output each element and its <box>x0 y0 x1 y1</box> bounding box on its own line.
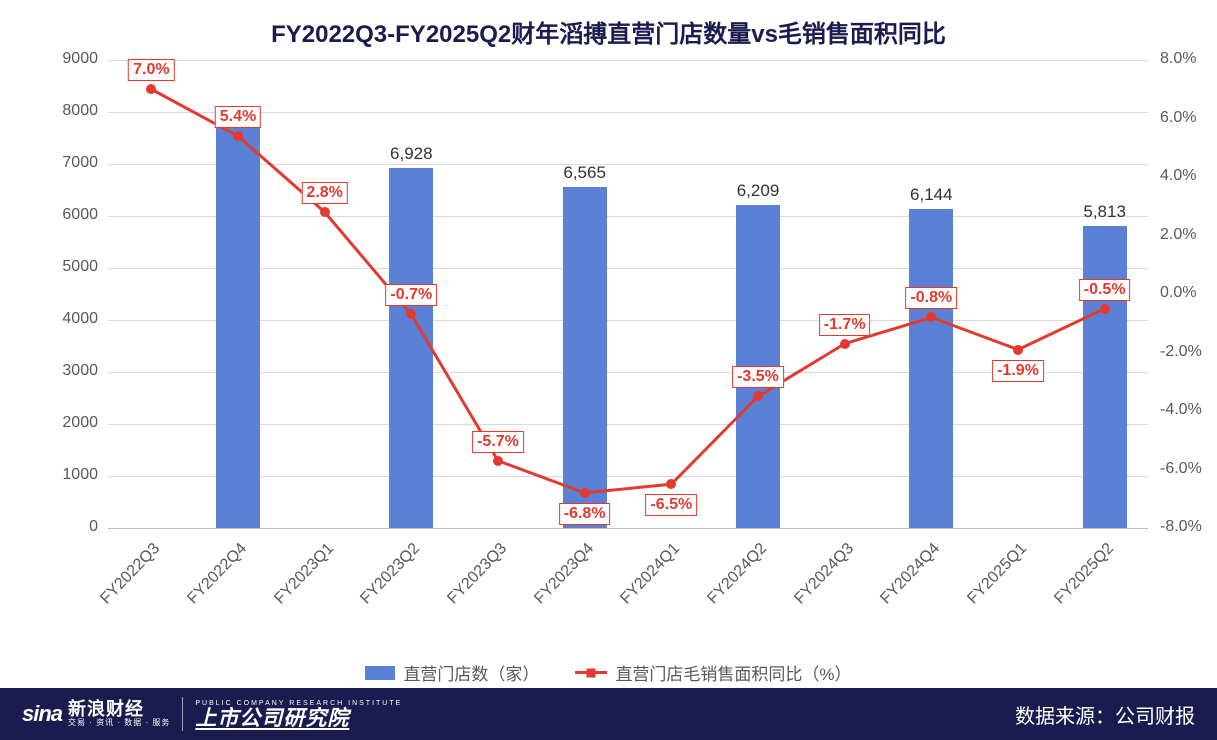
bar-value-label: 5,813 <box>1083 202 1126 222</box>
chart-title: FY2022Q3-FY2025Q2财年滔搏直营门店数量vs毛销售面积同比 <box>0 14 1217 49</box>
y-right-tick-label: -8.0% <box>1160 518 1202 536</box>
sina-logo: sina 新浪财经 交易 · 资讯 · 数据 · 服务 <box>22 700 170 727</box>
x-tick-label: FY2023Q1 <box>271 540 338 608</box>
line-marker <box>233 131 243 141</box>
line-value-label: -3.5% <box>732 366 784 388</box>
line-marker <box>493 456 503 466</box>
line-value-label: -0.5% <box>1079 279 1131 301</box>
x-tick-label: FY2024Q4 <box>878 540 945 608</box>
gridline <box>108 476 1148 477</box>
line-marker <box>580 488 590 498</box>
y-right-tick-label: -4.0% <box>1160 401 1202 419</box>
legend-label-line: 直营门店毛销售面积同比（%） <box>615 660 851 685</box>
line-path <box>108 60 1148 528</box>
research-institute-subtext: PUBLIC COMPANY RESEARCH INSTITUTE <box>195 700 402 707</box>
line-value-label: -6.5% <box>645 494 697 516</box>
line-value-label: 5.4% <box>215 106 261 128</box>
bar-value-label: 6,209 <box>737 181 780 201</box>
gridline <box>108 112 1148 113</box>
y-left-tick-label: 4000 <box>48 310 98 328</box>
bar-value-label: 6,928 <box>390 144 433 164</box>
gridline <box>108 528 1148 529</box>
legend-swatch-line <box>575 671 607 674</box>
y-right-tick-label: 6.0% <box>1160 109 1196 127</box>
bar <box>563 187 607 528</box>
y-left-tick-label: 8000 <box>48 102 98 120</box>
research-institute-text: 上市公司研究院 <box>195 708 402 729</box>
y-right-tick-label: 8.0% <box>1160 50 1196 68</box>
line-marker <box>1100 304 1110 314</box>
legend-item-bar: 直营门店数（家） <box>365 660 539 685</box>
line-marker <box>320 207 330 217</box>
y-left-tick-label: 9000 <box>48 50 98 68</box>
x-tick-label: FY2025Q1 <box>964 540 1031 608</box>
legend: 直营门店数（家） 直营门店毛销售面积同比（%） <box>0 660 1217 685</box>
y-right-tick-label: 4.0% <box>1160 167 1196 185</box>
bar <box>389 168 433 528</box>
y-right-tick-label: 0.0% <box>1160 284 1196 302</box>
footer-logos: sina 新浪财经 交易 · 资讯 · 数据 · 服务 PUBLIC COMPA… <box>22 697 402 731</box>
logo-divider <box>182 697 183 731</box>
gridline <box>108 424 1148 425</box>
line-value-label: -1.7% <box>819 314 871 336</box>
x-tick-label: FY2023Q2 <box>358 540 425 608</box>
bar-value-label: 6,144 <box>910 185 953 205</box>
x-tick-label: FY2023Q4 <box>531 540 598 608</box>
line-marker <box>406 309 416 319</box>
x-tick-label: FY2022Q3 <box>98 540 165 608</box>
x-tick-label: FY2022Q4 <box>184 540 251 608</box>
legend-swatch-bar <box>365 666 395 680</box>
line-value-label: 7.0% <box>128 59 174 81</box>
y-left-tick-label: 1000 <box>48 466 98 484</box>
x-tick-label: FY2024Q1 <box>618 540 685 608</box>
line-value-label: -5.7% <box>472 431 524 453</box>
gridline <box>108 268 1148 269</box>
y-left-tick-label: 2000 <box>48 414 98 432</box>
footer-bar: sina 新浪财经 交易 · 资讯 · 数据 · 服务 PUBLIC COMPA… <box>0 688 1217 740</box>
y-right-tick-label: -2.0% <box>1160 343 1202 361</box>
line-value-label: -0.8% <box>905 287 957 309</box>
line-value-label: 2.8% <box>301 182 347 204</box>
sina-logo-subtext: 交易 · 资讯 · 数据 · 服务 <box>68 719 170 727</box>
research-institute-logo: PUBLIC COMPANY RESEARCH INSTITUTE 上市公司研究… <box>195 700 402 729</box>
line-value-label: -1.9% <box>992 360 1044 382</box>
x-tick-label: FY2024Q2 <box>704 540 771 608</box>
line-marker <box>666 479 676 489</box>
gridline <box>108 164 1148 165</box>
data-source-label: 数据来源：公司财报 <box>1015 700 1195 729</box>
line-marker <box>840 339 850 349</box>
gridline <box>108 320 1148 321</box>
line-marker <box>926 312 936 322</box>
y-left-tick-label: 0 <box>48 518 98 536</box>
sina-logo-mark: sina <box>22 701 62 727</box>
line-value-label: -6.8% <box>559 503 611 525</box>
x-tick-label: FY2025Q2 <box>1051 540 1118 608</box>
legend-item-line: 直营门店毛销售面积同比（%） <box>575 660 851 685</box>
bar <box>1083 226 1127 528</box>
sina-logo-text: 新浪财经 <box>68 700 170 719</box>
bar-value-label: 6,565 <box>563 163 606 183</box>
y-left-tick-label: 3000 <box>48 362 98 380</box>
chart-plot-area: 0100020003000400050006000700080009000-8.… <box>108 60 1148 528</box>
bar <box>909 209 953 528</box>
gridline <box>108 216 1148 217</box>
x-tick-label: FY2024Q3 <box>791 540 858 608</box>
gridline <box>108 60 1148 61</box>
legend-label-bar: 直营门店数（家） <box>403 660 539 685</box>
y-left-tick-label: 6000 <box>48 206 98 224</box>
y-right-tick-label: -6.0% <box>1160 460 1202 478</box>
y-left-tick-label: 7000 <box>48 154 98 172</box>
line-marker <box>1013 345 1023 355</box>
x-tick-label: FY2023Q3 <box>444 540 511 608</box>
y-left-tick-label: 5000 <box>48 258 98 276</box>
line-value-label: -0.7% <box>385 284 437 306</box>
line-marker <box>146 84 156 94</box>
bar <box>216 128 260 528</box>
y-right-tick-label: 2.0% <box>1160 226 1196 244</box>
line-marker <box>753 391 763 401</box>
